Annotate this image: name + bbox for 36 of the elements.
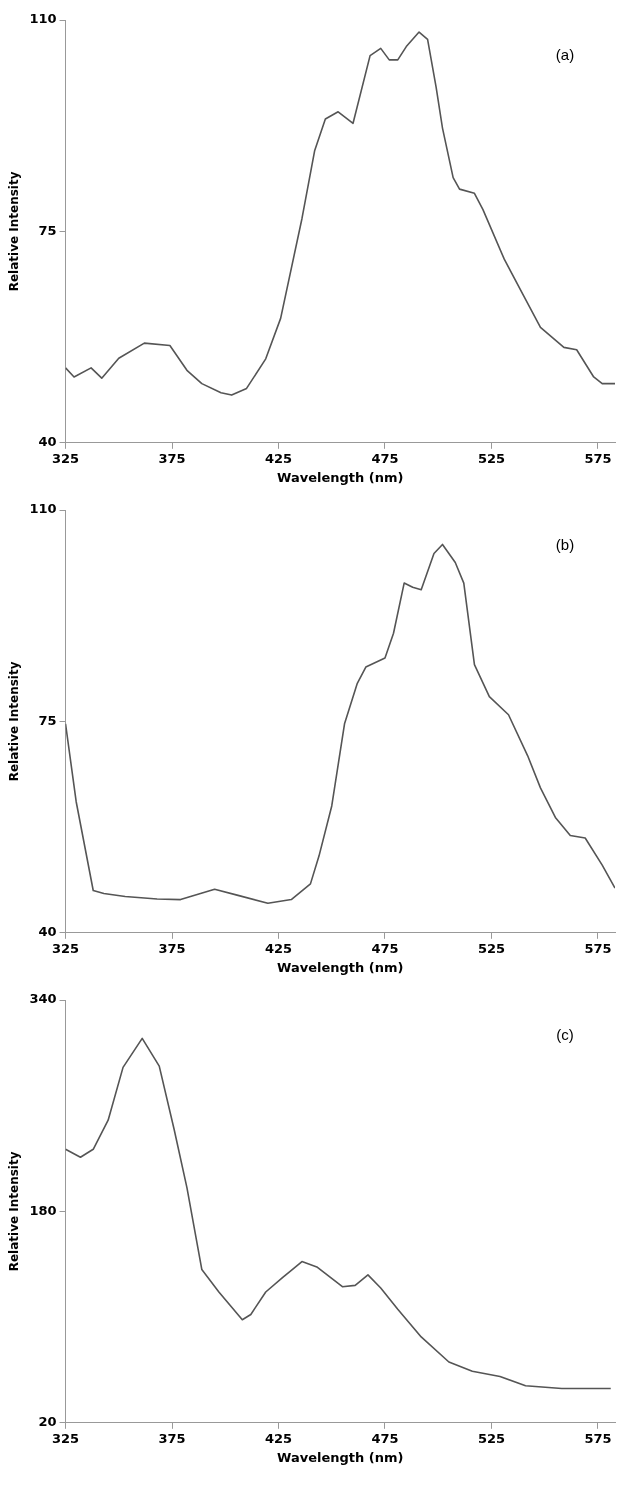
y-tick-label: 110 <box>29 11 57 27</box>
x-tick-label: 575 <box>584 450 612 466</box>
y-tick-label: 20 <box>38 1414 57 1430</box>
annotation: (a) <box>555 46 575 63</box>
y-tick-label: 180 <box>29 1202 57 1218</box>
x-tick-label: 475 <box>371 1430 399 1446</box>
x-tick-label: 525 <box>477 940 506 956</box>
x-tick-label: 525 <box>477 1430 506 1446</box>
x-tick-label: 525 <box>477 450 506 466</box>
x-axis-title: Wavelength (nm) <box>277 469 404 485</box>
x-tick-label: 475 <box>371 940 399 956</box>
x-tick-label: 475 <box>371 450 399 466</box>
x-tick-label: 325 <box>51 940 80 956</box>
y-tick-label: 110 <box>29 501 57 517</box>
annotation: (b) <box>555 536 575 553</box>
x-tick-label: 425 <box>264 450 293 466</box>
x-tick-label: 325 <box>51 1430 80 1446</box>
y-tick-label: 75 <box>38 712 57 728</box>
y-tick-label: 40 <box>38 434 57 450</box>
x-tick-label: 575 <box>584 940 612 956</box>
x-tick-label: 375 <box>158 1430 186 1446</box>
x-axis-title: Wavelength (nm) <box>277 959 404 975</box>
x-tick-label: 375 <box>158 450 186 466</box>
y-axis-title: Relative Intensity <box>7 661 22 782</box>
x-tick-label: 325 <box>51 450 80 466</box>
y-tick-label: 40 <box>38 924 57 940</box>
x-tick-label: 425 <box>264 1430 293 1446</box>
x-tick-label: 425 <box>264 940 293 956</box>
annotation: (c) <box>556 1026 574 1043</box>
x-axis-title: Wavelength (nm) <box>277 1449 404 1465</box>
x-tick-label: 575 <box>584 1430 612 1446</box>
y-tick-label: 75 <box>38 222 57 238</box>
x-tick-label: 375 <box>158 940 186 956</box>
y-axis-title: Relative Intensity <box>7 171 22 292</box>
y-tick-label: 340 <box>29 991 57 1007</box>
y-axis-title: Relative Intensity <box>7 1151 22 1272</box>
